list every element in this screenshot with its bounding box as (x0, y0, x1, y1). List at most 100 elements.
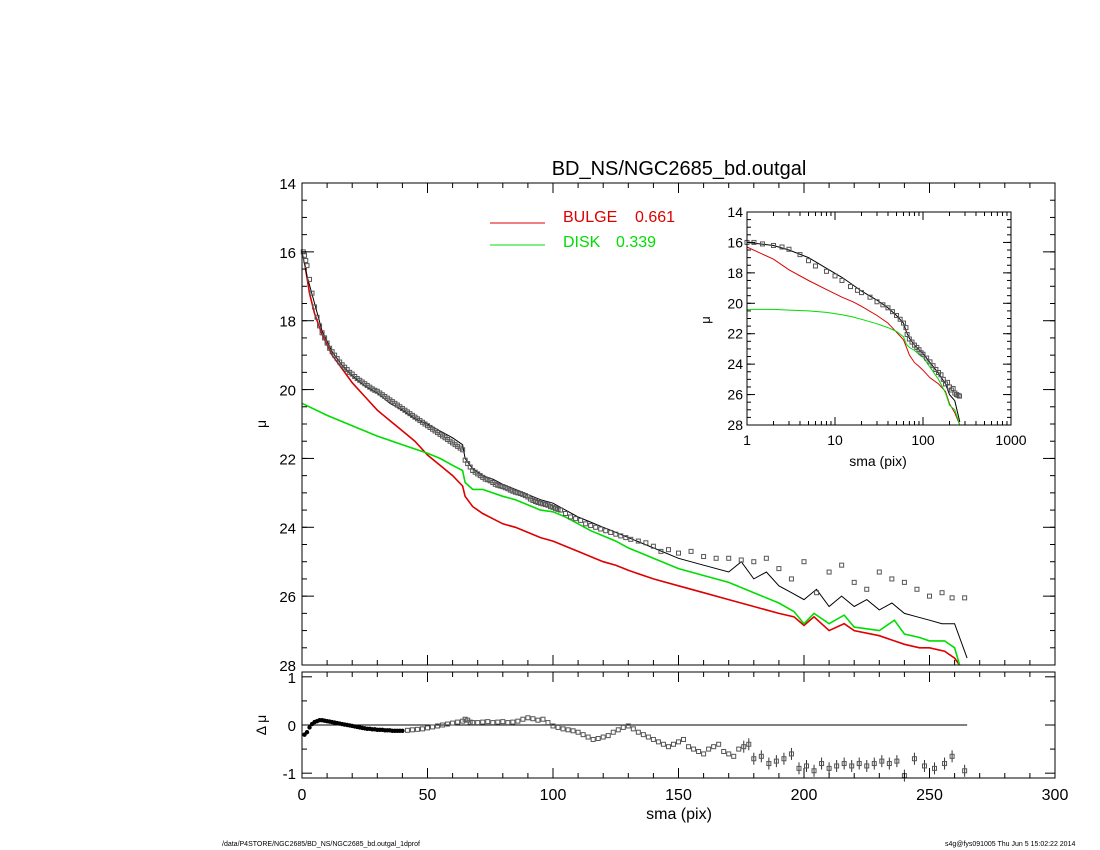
footer-timestamp: s4g@fys091005 Thu Jun 5 15:02:22 2014 (945, 841, 1076, 848)
residual-data-point (856, 761, 862, 767)
residual-data-point (467, 719, 473, 725)
residual-data-point (758, 753, 764, 759)
main-data-point (465, 461, 471, 467)
residual-data-point (550, 723, 556, 729)
inset-data-point (945, 379, 951, 385)
main-data-point (643, 540, 649, 546)
residual-data-point (741, 744, 747, 750)
main-data-point (628, 536, 634, 542)
main-data-point (317, 323, 323, 329)
main-data-point (314, 314, 320, 320)
inset-data-point (950, 385, 956, 391)
main-data-point (520, 492, 526, 498)
residual-data-point (660, 741, 666, 747)
main-data-point (608, 529, 614, 535)
residual-data-point (655, 739, 661, 745)
main-data-point (302, 252, 308, 258)
residual-data-point (414, 726, 420, 732)
residual-data-point (480, 719, 486, 725)
main-data-point (527, 496, 533, 502)
main-data-point (532, 498, 538, 504)
main-data-point (482, 476, 488, 482)
inset-x-tick-label: 10 (827, 432, 843, 448)
residual-data-point (788, 751, 794, 757)
residual-data-point (849, 763, 855, 769)
residual-data-point (595, 735, 601, 741)
residual-data-point (942, 761, 948, 767)
residual-data-point (425, 725, 430, 731)
residual-data-point (625, 723, 631, 729)
inset-data-point (797, 252, 803, 258)
residual-x-tick-label: 300 (1042, 787, 1069, 804)
residual-data-point (834, 763, 840, 769)
residual-data-point (681, 736, 687, 742)
main-y-tick-label: 22 (279, 451, 296, 468)
residual-data-point (409, 727, 415, 733)
main-data-point (497, 483, 503, 489)
main-y-tick-label: 16 (279, 245, 296, 262)
main-data-point (460, 447, 466, 453)
inset-data-point (885, 305, 891, 311)
main-data-point (665, 547, 671, 553)
main-data-point (517, 491, 523, 497)
legend-disk-value: 0.339 (616, 234, 656, 251)
inset-data-point (759, 241, 765, 247)
inset-data-point (900, 320, 906, 326)
residual-data-point (435, 723, 441, 729)
main-data-point (864, 586, 870, 592)
main-data-point (927, 593, 932, 599)
main-data-point (502, 485, 508, 491)
residual-y-tick-label: -1 (283, 766, 296, 783)
main-data-point (573, 516, 579, 522)
main-data-point (550, 504, 556, 510)
main-data-point (304, 263, 310, 269)
inset-data-point (880, 302, 886, 308)
residual-data-point (949, 753, 955, 759)
inset-data-point (904, 331, 910, 337)
inset-data-point (894, 312, 900, 318)
residual-x-tick-label: 150 (665, 787, 692, 804)
inset-y-tick-label: 20 (727, 295, 743, 311)
inset-data-point (927, 359, 933, 365)
inset-data-point (779, 244, 785, 250)
main-data-point (949, 595, 955, 601)
residual-data-point (530, 716, 536, 722)
residual-data-point (585, 734, 591, 740)
residual-data-point (871, 761, 877, 767)
residual-data-point (911, 756, 917, 762)
main-data-point (876, 569, 882, 575)
residual-data-point (404, 727, 410, 733)
residual-data-point (545, 720, 551, 726)
main-data-point (658, 548, 664, 554)
residual-x-tick-label: 250 (916, 787, 943, 804)
main-data-point (309, 290, 315, 296)
legend-disk-label: DISK (563, 234, 601, 251)
residual-data-point (650, 736, 656, 742)
residual-data-point (500, 719, 506, 725)
residual-data-point (962, 768, 968, 774)
main-data-point (578, 517, 584, 523)
main-data-point (713, 555, 719, 561)
main-data-point (738, 557, 744, 563)
inset-data-point (867, 294, 873, 300)
main-data-point (851, 579, 857, 585)
inset-data-point (839, 277, 845, 283)
main-y-tick-label: 18 (279, 314, 296, 331)
main-data-point (492, 481, 498, 487)
inset-data-point (938, 372, 944, 378)
residual-data-point (751, 756, 757, 762)
residual-data-point (307, 725, 312, 730)
residual-data-point (635, 729, 641, 735)
main-data-point (507, 487, 513, 493)
residual-data-point (495, 719, 501, 725)
main-data-point (462, 457, 468, 463)
residual-data-point (796, 765, 802, 771)
residual-data-point (570, 728, 576, 734)
main-data-point (901, 579, 907, 585)
main-data-point (583, 521, 589, 527)
inset-data-point (889, 309, 895, 315)
residual-data-point (721, 749, 727, 754)
main-data-point (568, 514, 574, 520)
residual-data-point (485, 719, 491, 725)
main-data-point (751, 559, 757, 565)
